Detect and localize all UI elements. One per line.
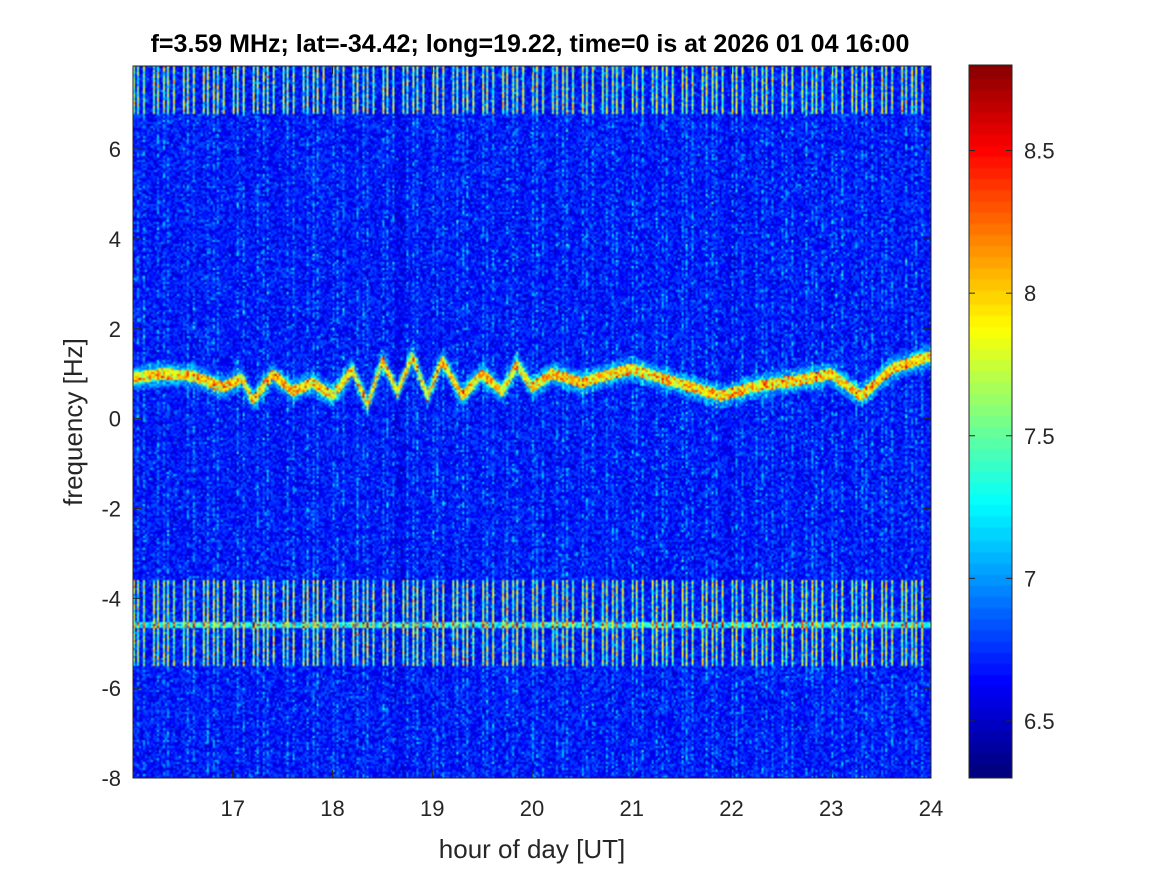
y-tick-label: 4 <box>109 227 121 252</box>
x-axis-label: hour of day [UT] <box>439 834 625 864</box>
x-tick-label: 18 <box>320 796 344 821</box>
colorbar-tick-label: 6.5 <box>1024 709 1055 734</box>
colorbar-gradient <box>969 65 1012 778</box>
x-tick-label: 19 <box>420 796 444 821</box>
x-tick-label: 22 <box>719 796 743 821</box>
x-tick-label: 20 <box>520 796 544 821</box>
x-tick-label: 21 <box>620 796 644 821</box>
colorbar-frame <box>968 64 1013 779</box>
y-tick-label: -2 <box>101 496 121 521</box>
y-tick-label: 0 <box>109 407 121 432</box>
y-axis: -8 -6 -4 -2 0 2 4 6 <box>101 137 931 791</box>
y-axis-label: frequency [Hz] <box>58 338 88 506</box>
x-tick-label: 24 <box>919 796 943 821</box>
chart-title: f=3.59 MHz; lat=-34.42; long=19.22, time… <box>151 30 910 58</box>
colorbar-tick-label: 7.5 <box>1024 424 1055 449</box>
plot-area <box>132 65 932 779</box>
colorbar: 6.5 7 7.5 8 8.5 <box>968 64 1055 779</box>
x-tick-label: 23 <box>819 796 843 821</box>
colorbar-tick-label: 8.5 <box>1024 139 1055 164</box>
colorbar-tick-label: 8 <box>1024 281 1036 306</box>
x-axis: 17 18 19 20 21 22 23 24 <box>221 66 943 821</box>
y-tick-label: -6 <box>101 676 121 701</box>
colorbar-ticks: 6.5 7 7.5 8 8.5 <box>969 139 1055 734</box>
y-tick-label: -4 <box>101 586 121 611</box>
x-tick-label: 17 <box>221 796 245 821</box>
colorbar-tick-label: 7 <box>1024 566 1036 591</box>
y-tick-label: 2 <box>109 317 121 342</box>
heatmap-image <box>133 66 931 778</box>
y-tick-label: 6 <box>109 137 121 162</box>
y-tick-label: -8 <box>101 766 121 791</box>
